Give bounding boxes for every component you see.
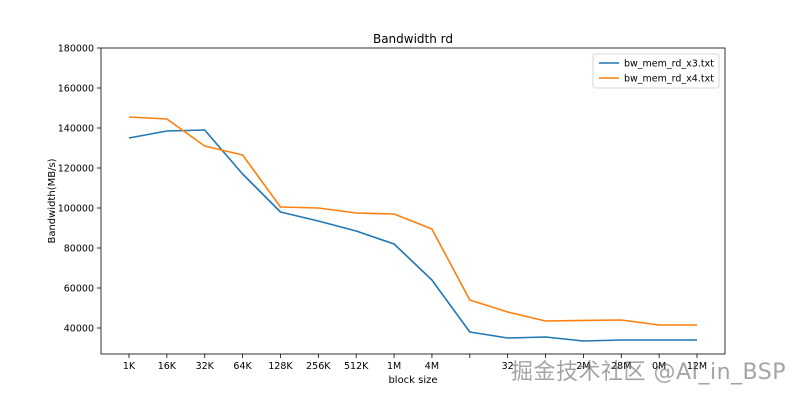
x-tick-label: 28M [611, 361, 631, 372]
x-tick-label: 2M [576, 361, 590, 372]
series-lines [128, 116, 697, 342]
legend: bw_mem_rd_x3.txt bw_mem_rd_x4.txt [592, 53, 720, 89]
y-tick-label: 100000 [58, 204, 94, 215]
x-tick-label: 512K [344, 361, 369, 372]
x-tick-label: 256K [306, 361, 331, 372]
legend-label-bw-mem-rd-x3: bw_mem_rd_x3.txt [624, 59, 714, 70]
x-tick-label: 128K [268, 361, 293, 372]
x-tick-label: 12M [687, 361, 707, 372]
y-axis: 40000 60000 80000 100000 120000 140000 160000 1… [58, 44, 101, 335]
y-axis-label: Bandwidth(MB/s) [47, 158, 58, 243]
x-tick-label: 16K [158, 361, 177, 372]
x-axis: 1K 16K 32K 64K 128K 256K 512K 1M 4M 32 2M 28M 0M 12M [123, 354, 707, 372]
y-tick-label: 80000 [64, 244, 94, 255]
y-tick-label: 160000 [58, 84, 94, 95]
x-tick-label: 64K [233, 361, 252, 372]
x-tick-label: 1K [123, 361, 136, 372]
x-tick-label: 0M [652, 361, 666, 372]
chart-title: Bandwidth rd [373, 32, 453, 46]
y-tick-label: 60000 [64, 284, 94, 295]
x-tick-label: 32 [502, 361, 514, 372]
y-tick-label: 40000 [64, 324, 94, 335]
watermark-text: 掘金技术社区 @AI_in_BSP [510, 360, 786, 385]
x-tick-label: 4M [425, 361, 439, 372]
x-tick-label: 1M [387, 361, 401, 372]
x-axis-label: block size [388, 375, 437, 386]
y-tick-label: 180000 [58, 44, 94, 55]
plot-area: 40000 60000 80000 100000 120000 140000 160000 1… [58, 44, 726, 372]
y-tick-label: 120000 [58, 164, 94, 175]
plot-frame [100, 47, 726, 355]
x-tick-label: 32K [196, 361, 215, 372]
y-tick-label: 140000 [58, 124, 94, 135]
series-line-bw-mem-rd-x4-txt [128, 116, 697, 326]
legend-label-bw-mem-rd-x4: bw_mem_rd_x4.txt [624, 74, 714, 85]
legend-frame [592, 53, 720, 89]
series-line-bw-mem-rd-x3-txt [128, 129, 697, 342]
